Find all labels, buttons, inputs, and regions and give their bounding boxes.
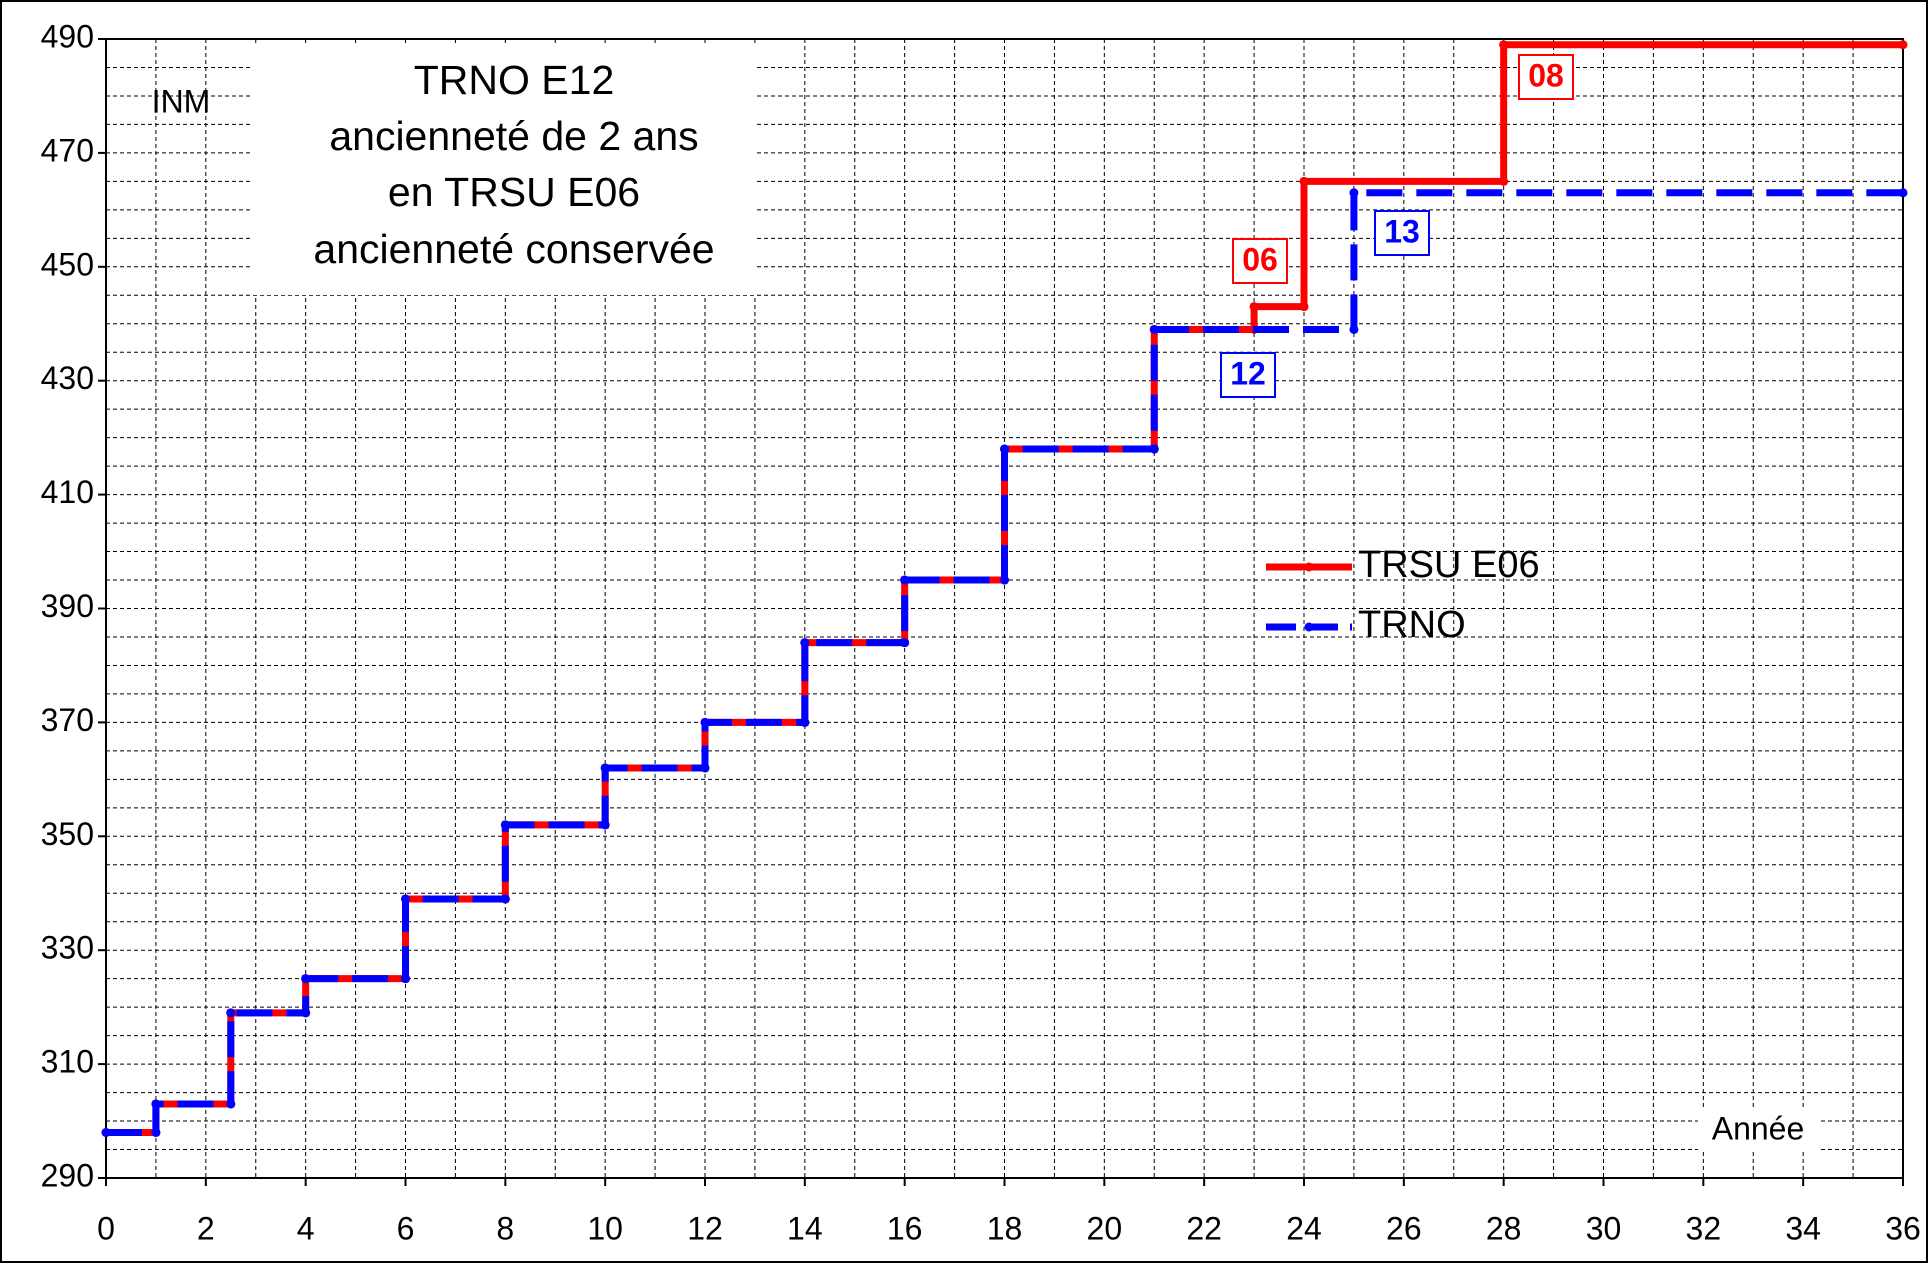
x-axis-label: Année	[1712, 1110, 1805, 1146]
point	[301, 974, 311, 984]
x-tick-label: 6	[397, 1210, 415, 1246]
chart-title: ancienneté de 2 ans	[329, 113, 698, 159]
point	[600, 763, 610, 773]
x-tick-label: 0	[97, 1210, 115, 1246]
annotation: 12	[1230, 355, 1266, 391]
point	[1349, 324, 1359, 334]
point	[700, 763, 710, 773]
y-tick-label: 410	[41, 474, 94, 510]
point	[151, 1099, 161, 1109]
x-tick-label: 32	[1686, 1210, 1722, 1246]
point	[700, 717, 710, 727]
annotation-box	[1518, 54, 1574, 100]
y-tick-label: 350	[41, 816, 94, 852]
point	[1000, 444, 1009, 454]
annotation: 13	[1384, 213, 1420, 249]
y-tick-label: 330	[41, 930, 94, 966]
x-tick-label: 18	[987, 1210, 1023, 1246]
y-tick-label: 490	[41, 18, 94, 54]
point	[1898, 188, 1908, 198]
annotation: 06	[1242, 241, 1278, 277]
x-tick-label: 22	[1186, 1210, 1222, 1246]
x-tick-label: 28	[1486, 1210, 1522, 1246]
y-tick-label: 290	[41, 1157, 94, 1193]
point	[1149, 444, 1159, 454]
x-tick-label: 20	[1087, 1210, 1123, 1246]
point	[226, 1008, 236, 1018]
x-tick-label: 36	[1885, 1210, 1921, 1246]
point	[401, 894, 410, 904]
point	[1898, 40, 1908, 50]
x-tick-label: 8	[496, 1210, 514, 1246]
point	[1499, 176, 1509, 186]
point	[1499, 40, 1509, 50]
y-axis-label: INM	[152, 83, 211, 119]
point	[1299, 302, 1309, 312]
legend-label: TRNO	[1358, 604, 1466, 646]
x-label-box	[1698, 1108, 1818, 1152]
series-line	[106, 189, 1903, 1136]
y-tick-label: 310	[41, 1044, 94, 1080]
y-tick-label: 470	[41, 132, 94, 168]
point	[1299, 176, 1309, 186]
point	[500, 894, 510, 904]
point	[800, 638, 810, 648]
y-tick-label: 450	[41, 246, 94, 282]
x-tick-label: 24	[1286, 1210, 1322, 1246]
x-tick-label: 14	[787, 1210, 823, 1246]
point	[101, 1127, 111, 1137]
annotation: 08	[1528, 57, 1564, 93]
y-tick-label: 430	[41, 360, 94, 396]
point	[500, 820, 510, 830]
annotation-box	[1232, 238, 1288, 284]
point	[1149, 324, 1159, 334]
x-tick-label: 30	[1586, 1210, 1622, 1246]
point	[301, 1008, 311, 1018]
point	[1249, 302, 1259, 312]
chart-title: TRNO E12	[414, 57, 615, 103]
x-tick-label: 16	[887, 1210, 923, 1246]
point	[401, 974, 410, 984]
point	[151, 1127, 161, 1137]
point	[900, 638, 910, 648]
y-tick-label: 370	[41, 702, 94, 738]
annotation-box	[1220, 352, 1276, 398]
x-tick-label: 2	[197, 1210, 215, 1246]
y-tick-label: 390	[41, 588, 94, 624]
title-box	[252, 43, 756, 295]
point	[1349, 188, 1359, 198]
x-tick-label: 4	[297, 1210, 315, 1246]
point	[1000, 575, 1009, 585]
point	[226, 1099, 236, 1109]
x-tick-label: 26	[1386, 1210, 1422, 1246]
legend-label: TRSU E06	[1358, 544, 1540, 586]
annotation-box	[1374, 210, 1430, 256]
chart-title: ancienneté conservée	[313, 226, 714, 272]
point	[900, 575, 910, 585]
legend-marker	[1304, 562, 1314, 572]
chart-title: en TRSU E06	[388, 169, 640, 215]
x-tick-label: 12	[687, 1210, 723, 1246]
x-tick-label: 10	[587, 1210, 623, 1246]
point	[800, 717, 810, 727]
x-tick-label: 34	[1785, 1210, 1821, 1246]
point	[600, 820, 610, 830]
legend-marker	[1304, 622, 1314, 632]
